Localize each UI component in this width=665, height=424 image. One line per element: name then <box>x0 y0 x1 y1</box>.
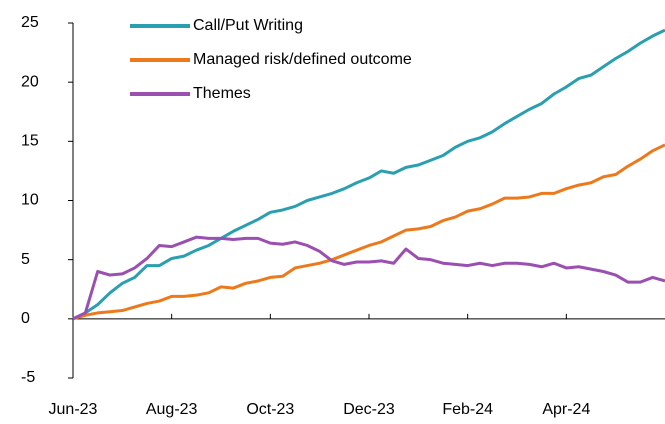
y-tick-label: 20 <box>21 73 39 90</box>
line-series <box>72 28 665 321</box>
y-tick-label: -5 <box>21 369 35 386</box>
x-tick-label: Jun-23 <box>49 401 98 418</box>
line-series <box>72 143 665 321</box>
line-series <box>72 235 665 321</box>
y-tick-label: 25 <box>21 14 39 31</box>
y-tick-label: 5 <box>21 251 30 268</box>
y-tick-label: 15 <box>21 133 39 150</box>
y-tick-label: 10 <box>21 192 39 209</box>
x-tick-label: Apr-24 <box>542 401 590 418</box>
x-tick-label: Feb-24 <box>442 401 493 418</box>
legend-label: Call/Put Writing <box>193 17 303 34</box>
y-tick-label: 0 <box>21 310 30 327</box>
x-tick-label: Dec-23 <box>343 401 395 418</box>
legend-label: Themes <box>193 85 251 102</box>
legend-label: Managed risk/defined outcome <box>193 51 412 68</box>
x-tick-label: Oct-23 <box>246 401 294 418</box>
x-tick-label: Aug-23 <box>146 401 198 418</box>
